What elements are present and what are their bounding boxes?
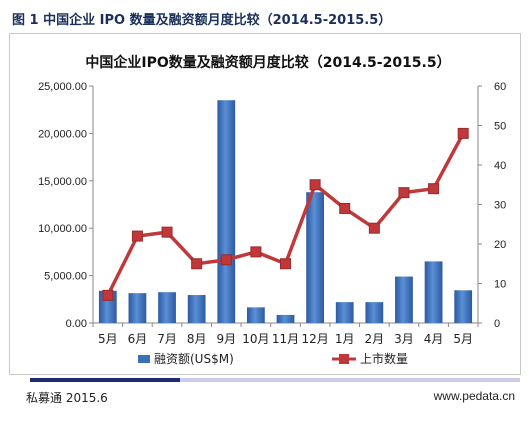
y-left-tick-label: 20,000.00 [38,128,87,140]
footer-accent-bar [30,378,180,382]
x-tick-label: 5月 [453,332,473,346]
x-tick-label: 12月 [301,332,328,346]
bar [365,302,384,323]
line-point [398,187,410,199]
line-point [280,258,291,270]
x-tick-label: 9月 [216,332,236,346]
chart-title: 中国企业IPO数量及融资额月度比较（2014.5-2015.5） [85,54,450,71]
x-tick-label: 11月 [272,332,299,346]
series-line [106,132,465,297]
line-point [131,230,143,242]
bar [276,314,295,323]
x-tick-label: 2月 [365,332,385,346]
y-right-tick-label: 50 [494,121,506,133]
line-point [309,179,321,191]
line-series [102,127,469,301]
x-tick-label: 7月 [157,332,177,346]
legend-bar-label: 融资额(US$M) [154,352,234,366]
y-right-tick-label: 20 [494,239,506,251]
x-tick-label: 10月 [242,332,269,346]
bar [158,292,176,323]
website-link[interactable]: www.pedata.cn [433,389,515,403]
bar [454,290,473,323]
legend-line-marker [339,354,349,364]
y-right-tick-label: 60 [494,81,506,93]
bar [128,293,147,323]
bar [187,295,206,323]
line-point [102,289,114,301]
chart-frame: 中国企业IPO数量及融资额月度比较（2014.5-2015.5） 0.00 5,0… [9,33,521,375]
bar [424,261,443,323]
line-point [220,254,232,266]
y-right-tick-label: 10 [494,279,506,291]
x-tick-label: 1月 [335,332,355,346]
chart-axes: 0.00 5,000.00 10,000.00 15,000.00 20,000.00 2… [38,81,506,330]
source-note: 私募通 2015.6 [26,391,108,405]
legend: 融资额(US$M) 上市数量 [138,351,408,366]
legend-bar-swatch [138,355,150,363]
y-right-tick-label: 40 [494,160,506,172]
chart: 中国企业IPO数量及融资额月度比较（2014.5-2015.5） 0.00 5,0… [38,54,506,366]
line-point [428,183,440,195]
line-point [368,222,380,234]
bar [335,302,354,323]
legend-line-label: 上市数量 [360,351,408,366]
bar [306,192,324,323]
x-tick-label: 8月 [187,332,207,346]
x-tick-label: 3月 [394,332,414,346]
y-left-tick-label: 10,000.00 [38,223,87,235]
x-axis-labels: 5月 6月 7月 8月 9月 10月 11月 12月 1月 2月 3月 4月 5月 [98,332,473,346]
line-point [457,127,469,139]
x-tick-label: 5月 [98,332,118,346]
bar [395,276,413,323]
line-point [191,258,203,270]
y-left-tick-label: 0.00 [66,318,87,330]
figure-caption: 图 1 中国企业 IPO 数量及融资额月度比较（2014.5-2015.5） [12,13,392,28]
line-point [161,226,173,238]
x-tick-label: 6月 [128,332,148,346]
footer-divider-bar [180,378,520,382]
y-left-tick-label: 15,000.00 [38,176,87,188]
line-point [339,202,351,214]
y-left-tick-label: 5,000.00 [44,271,87,283]
x-tick-label: 4月 [424,332,444,346]
line-point [250,246,262,258]
bar [217,100,236,323]
y-right-tick-label: 30 [494,200,506,212]
bar [247,307,265,323]
y-right-tick-label: 0 [494,318,500,330]
bar-series [98,100,473,323]
y-left-tick-label: 25,000.00 [38,81,87,93]
